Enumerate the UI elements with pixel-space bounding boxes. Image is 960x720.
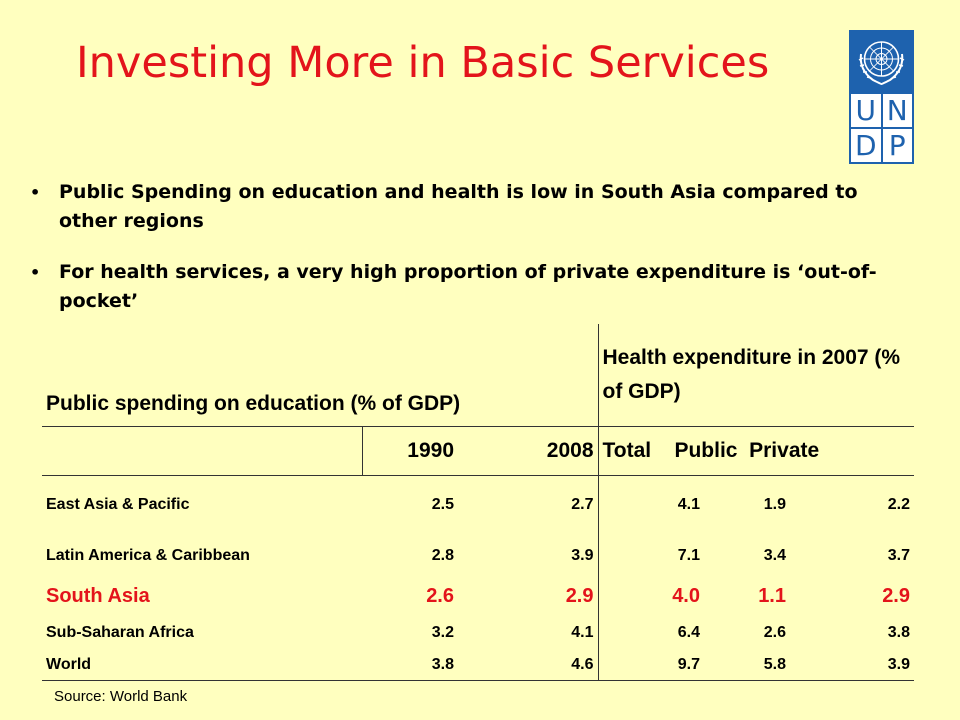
table-row: Sub-Saharan Africa 3.2 4.1 6.4 2.6 3.8: [42, 614, 914, 651]
value-cell: 2.9: [882, 585, 910, 607]
value-cell: 3.4: [763, 547, 786, 564]
undp-letters: U N D P: [849, 94, 914, 162]
value-cell: 3.8: [887, 623, 910, 641]
un-emblem-icon: [858, 41, 905, 85]
education-header: Public spending on education (% of GDP): [42, 324, 599, 427]
year-1990-header: 1990: [362, 426, 458, 476]
bullet-dot-icon: •: [30, 183, 41, 202]
logo-letter-u: U: [851, 94, 881, 127]
year-2008-header: 2008: [458, 426, 599, 476]
value-cell: 2.8: [431, 547, 454, 564]
table-subheader-row: 1990 2008 Total Public Private: [42, 426, 914, 476]
value-cell: 2.6: [763, 623, 786, 641]
value-cell: 2.2: [887, 495, 910, 513]
bullet-text: Public Spending on education and health …: [59, 181, 858, 232]
value-cell: 2.9: [458, 578, 599, 615]
value-cell: 3.9: [790, 650, 914, 681]
value-cell: 4.0: [672, 585, 700, 607]
bullet-list: • Public Spending on education and healt…: [30, 178, 900, 338]
value-cell: 4.1: [458, 614, 599, 651]
slide-title: Investing More in Basic Services: [76, 38, 770, 88]
region-cell: Sub-Saharan Africa: [46, 623, 194, 641]
region-cell: World: [42, 650, 362, 681]
value-cell: 3.7: [887, 547, 910, 564]
health-subheaders: Total Public Private: [598, 426, 914, 476]
bullet-text: For health services, a very high proport…: [59, 261, 877, 312]
value-cell: 6.4: [677, 623, 700, 641]
value-cell: 2.5: [431, 495, 454, 513]
spending-table: Public spending on education (% of GDP) …: [42, 324, 914, 681]
value-cell: 3.9: [458, 533, 599, 579]
value-cell: 5.8: [704, 650, 790, 681]
region-cell: East Asia & Pacific: [46, 495, 190, 513]
table-row-highlighted: South Asia 2.6 2.9 4.0 1.1 2.9: [42, 578, 914, 615]
value-cell: 3.2: [431, 623, 454, 641]
logo-letter-n: N: [882, 94, 912, 127]
table-row: East Asia & Pacific 2.5 2.7 4.1 1.9 2.2: [42, 475, 914, 534]
region-cell: South Asia: [46, 585, 150, 607]
health-header: Health expenditure in 2007 (% of GDP): [598, 324, 914, 427]
value-cell: 1.9: [763, 495, 786, 513]
logo-letter-p: P: [882, 129, 912, 162]
table-row: World 3.8 4.6 9.7 5.8 3.9: [42, 650, 914, 681]
bullet-item: • Public Spending on education and healt…: [30, 178, 900, 236]
value-cell: 7.1: [677, 547, 700, 564]
value-cell: 4.1: [677, 495, 700, 513]
value-cell: 4.6: [458, 650, 599, 681]
region-cell: Latin America & Caribbean: [46, 547, 250, 564]
value-cell: 3.8: [362, 650, 458, 681]
logo-letter-d: D: [851, 129, 881, 162]
value-cell: 2.6: [426, 585, 454, 607]
subheader-blank: [42, 426, 363, 476]
source-note: Source: World Bank: [54, 688, 188, 705]
bullet-item: • For health services, a very high propo…: [30, 258, 900, 316]
value-cell: 1.1: [758, 585, 786, 607]
table-row: Latin America & Caribbean 2.8 3.9 7.1 3.…: [42, 533, 914, 579]
table-header-row: Public spending on education (% of GDP) …: [42, 324, 914, 427]
value-cell: 9.7: [598, 650, 704, 681]
value-cell: 2.7: [458, 475, 599, 534]
bullet-dot-icon: •: [30, 263, 41, 282]
undp-logo: U N D P: [849, 30, 914, 164]
